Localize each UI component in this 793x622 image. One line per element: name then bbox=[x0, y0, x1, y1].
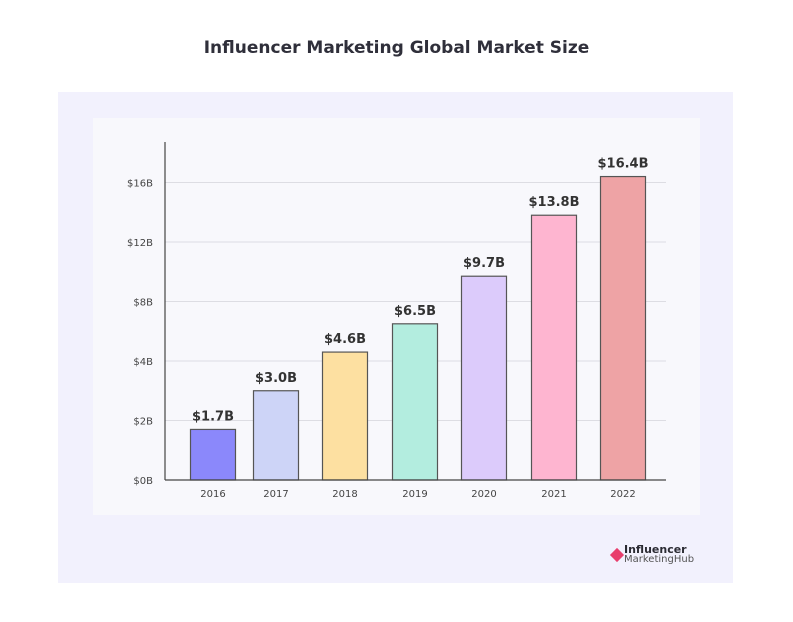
y-tick-label: $8B bbox=[133, 298, 153, 309]
bar-2021 bbox=[530, 214, 578, 481]
y-tick-label: $16B bbox=[127, 179, 153, 190]
bar-2022 bbox=[599, 175, 647, 481]
x-tick-label: 2016 bbox=[200, 489, 225, 500]
x-tick-label: 2020 bbox=[471, 489, 496, 500]
x-tick-label: 2019 bbox=[402, 489, 427, 500]
chart-title: Influencer Marketing Global Market Size bbox=[203, 38, 590, 58]
bar-2020 bbox=[460, 275, 508, 481]
x-tick-label: 2018 bbox=[332, 489, 357, 500]
x-tick-label: 2022 bbox=[610, 489, 635, 500]
data-label: $4.6B bbox=[324, 332, 366, 347]
brand-line2: MarketingHub bbox=[624, 554, 695, 565]
brand-line1: Influencer bbox=[624, 543, 687, 556]
data-label: $1.7B bbox=[192, 409, 234, 424]
y-tick-label: $0B bbox=[133, 476, 153, 487]
brand-logo: Influencer MarketingHub bbox=[609, 543, 712, 566]
bar-2017 bbox=[252, 390, 300, 481]
x-tick-label: 2021 bbox=[541, 489, 566, 500]
bar-2018 bbox=[321, 351, 369, 481]
data-label: $13.8B bbox=[528, 195, 579, 210]
data-label: $16.4B bbox=[597, 157, 648, 172]
y-tick-label: $4B bbox=[133, 357, 153, 368]
data-label: $3.0B bbox=[255, 371, 297, 386]
y-tick-label: $2B bbox=[133, 417, 153, 428]
data-label: $6.5B bbox=[394, 304, 436, 319]
bar-2016 bbox=[189, 428, 237, 481]
data-label: $9.7B bbox=[463, 256, 505, 271]
x-tick-label: 2017 bbox=[263, 489, 288, 500]
brand-logo-icon bbox=[609, 547, 625, 563]
bar-2019 bbox=[391, 323, 439, 481]
y-tick-label: $12B bbox=[127, 238, 153, 249]
